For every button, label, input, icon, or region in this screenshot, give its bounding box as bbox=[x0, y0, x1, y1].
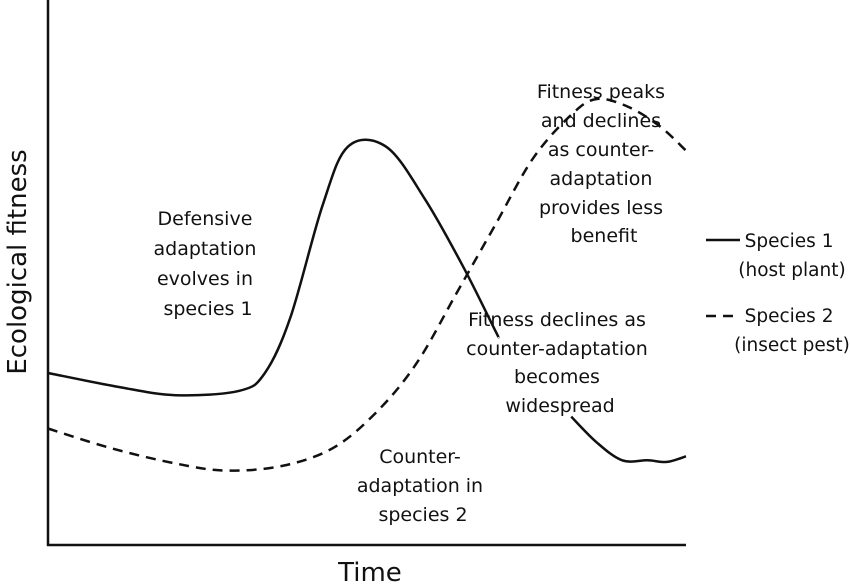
annotation-fitness-declines: Fitness declines as counter-adaptation b… bbox=[466, 309, 654, 417]
x-axis-title: Time bbox=[337, 558, 402, 584]
legend-label-species-1: Species 1 (host plant) bbox=[738, 231, 845, 281]
annotation-fitness-peaks: Fitness peaks and declines as counter- a… bbox=[537, 81, 671, 247]
series-1-line-segment-1 bbox=[47, 138, 500, 397]
legend-label-species-2: Species 2 (insect pest) bbox=[734, 306, 850, 356]
y-axis-title: Ecological fitness bbox=[3, 149, 33, 374]
annotation-counter-adaptation: Counter- adaptation in species 2 bbox=[357, 446, 489, 526]
series-layer bbox=[47, 97, 687, 472]
series-2-line bbox=[47, 97, 687, 472]
legend: Species 1 (host plant) Species 2 (insect… bbox=[706, 231, 850, 356]
series-1-line-segment-2 bbox=[570, 415, 687, 464]
annotation-defensive: Defensive adaptation evolves in species … bbox=[154, 208, 263, 320]
